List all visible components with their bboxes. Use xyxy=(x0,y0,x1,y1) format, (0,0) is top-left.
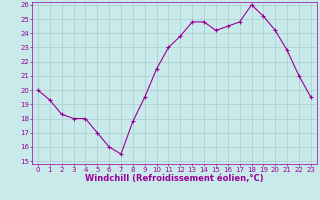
X-axis label: Windchill (Refroidissement éolien,°C): Windchill (Refroidissement éolien,°C) xyxy=(85,174,264,183)
